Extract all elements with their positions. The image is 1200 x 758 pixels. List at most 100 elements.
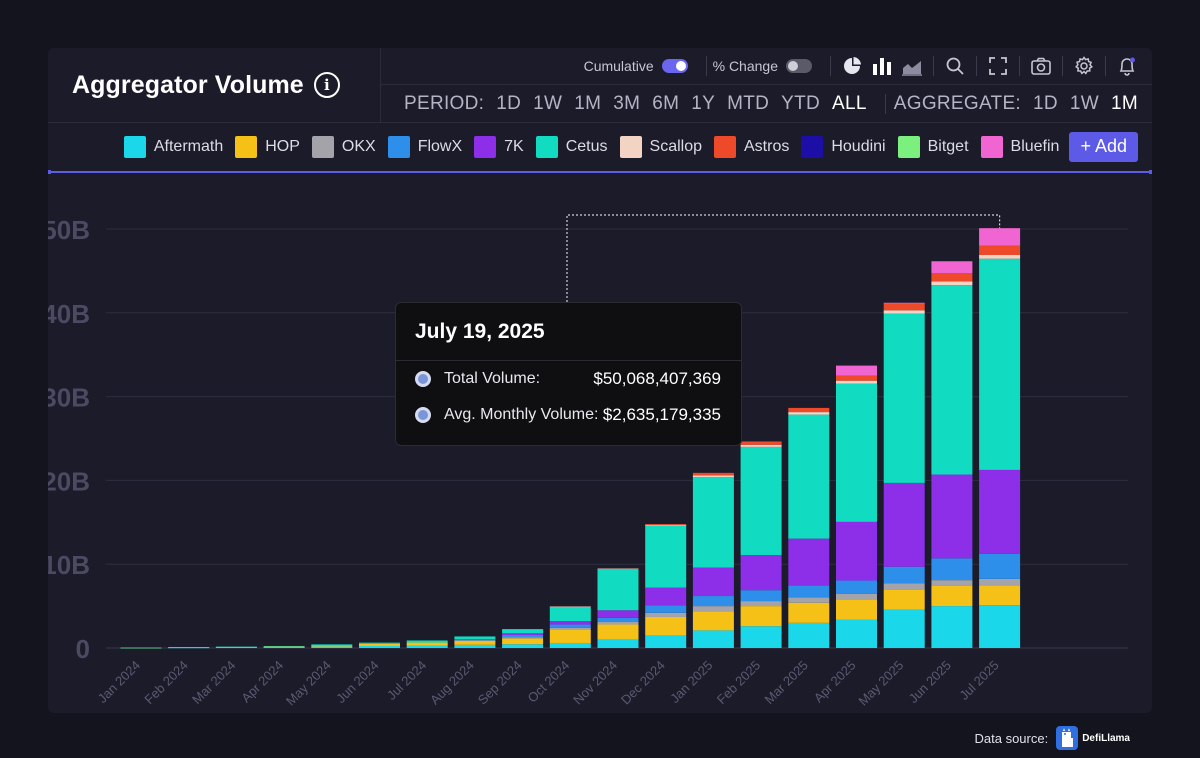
legend-item-astros[interactable]: Astros xyxy=(714,135,790,158)
bar-segment-flowx xyxy=(836,580,877,594)
legend-item-okx[interactable]: OKX xyxy=(311,135,376,158)
bar-segment-scallop xyxy=(836,380,877,384)
x-tick-label: Jun 2024 xyxy=(333,658,381,706)
bar-segment-astros xyxy=(788,407,830,413)
bar-segment-bluefin xyxy=(931,261,973,273)
bar-segment-aftermath xyxy=(502,644,544,648)
bar-segment-7k xyxy=(549,621,591,625)
bar-segment-cetus xyxy=(740,446,782,555)
cumulative-toggle[interactable] xyxy=(661,59,688,73)
bar-segment-bluefin xyxy=(883,302,925,304)
bar-segment-scallop xyxy=(883,310,925,314)
bar-segment-aftermath xyxy=(836,619,877,648)
legend-item-cetus[interactable]: Cetus xyxy=(535,135,608,158)
bar-segment-hop xyxy=(836,599,877,620)
bar-segment-okx xyxy=(883,583,925,590)
bar-segment-cetus xyxy=(454,636,496,640)
bar-segment-okx xyxy=(597,622,639,625)
period-option-1m[interactable]: 1M xyxy=(574,92,602,114)
legend-item-flowx[interactable]: FlowX xyxy=(387,135,462,158)
bar-segment-bluefin xyxy=(979,228,1021,246)
x-tick-label: May 2025 xyxy=(855,658,906,709)
bar-segment-cetus xyxy=(120,647,162,649)
period-label: PERIOD: xyxy=(404,92,485,114)
legend-label: Astros xyxy=(744,137,790,155)
tooltip-label: Total Volume: xyxy=(444,370,541,387)
x-tick-label: Dec 2024 xyxy=(618,658,668,708)
period-option-6m[interactable]: 6M xyxy=(652,92,680,114)
period-option-mtd[interactable]: MTD xyxy=(727,92,770,114)
bar-segment-okx xyxy=(788,597,830,603)
bar-segment-aftermath xyxy=(788,622,830,648)
area-chart-icon[interactable] xyxy=(897,51,927,81)
bar-segment-cetus xyxy=(597,569,639,611)
aggregate-option-1d[interactable]: 1D xyxy=(1033,92,1058,114)
legend-label: OKX xyxy=(341,137,376,155)
fullscreen-icon[interactable] xyxy=(983,51,1013,81)
legend-item-aftermath[interactable]: Aftermath xyxy=(123,135,223,158)
legend-swatch xyxy=(980,135,1003,158)
legend-label: Scallop xyxy=(649,137,702,155)
x-tick-label: Oct 2024 xyxy=(525,658,573,706)
legend-item-7k[interactable]: 7K xyxy=(474,135,524,158)
x-tick-label: Mar 2024 xyxy=(189,658,238,707)
bell-icon[interactable] xyxy=(1112,51,1142,81)
bar-segment-okx xyxy=(740,601,782,607)
legend-swatch xyxy=(123,135,146,158)
tooltip: July 19, 2025 Total Volume: $50,068,407,… xyxy=(395,302,742,446)
bar-segment-scallop xyxy=(740,444,782,447)
info-icon[interactable]: i xyxy=(313,72,340,98)
bar-chart-icon[interactable] xyxy=(867,51,897,81)
period-option-1d[interactable]: 1D xyxy=(496,92,522,114)
bar-segment-7k xyxy=(740,554,782,591)
x-tick-label: Mar 2025 xyxy=(761,658,810,707)
pie-chart-icon[interactable] xyxy=(837,51,867,81)
bar-segment-aftermath xyxy=(454,644,496,648)
tooltip-row-avg: Avg. Monthly Volume: $2,635,179,335 xyxy=(396,397,741,433)
tooltip-value: $2,635,179,335 xyxy=(602,405,721,424)
bar-segment-scallop xyxy=(597,568,639,570)
bar-segment-hop xyxy=(740,606,782,627)
bar-segment-okx xyxy=(645,612,687,617)
legend-item-hop[interactable]: HOP xyxy=(235,135,300,158)
bar-segment-cetus xyxy=(311,644,353,646)
bar-segment-7k xyxy=(645,587,687,606)
y-tick-label: 20B xyxy=(48,466,90,496)
tooltip-dot-icon xyxy=(415,407,431,423)
bar-segment-hop xyxy=(979,585,1021,606)
y-tick-label: 10B xyxy=(48,550,90,580)
legend-label: Bitget xyxy=(927,137,969,155)
bar-segment-cetus xyxy=(406,640,448,643)
x-tick-label: Apr 2024 xyxy=(238,658,286,706)
period-option-all[interactable]: ALL xyxy=(832,92,867,114)
aggregate-option-1m[interactable]: 1M xyxy=(1111,92,1138,114)
legend-item-scallop[interactable]: Scallop xyxy=(619,135,702,158)
bar-segment-cetus xyxy=(215,646,257,648)
bar-segment-hop xyxy=(597,624,639,640)
bar-segment-7k xyxy=(502,633,544,636)
add-button[interactable]: + Add xyxy=(1069,131,1138,162)
bar-segment-flowx xyxy=(740,590,782,602)
x-tick-label: Aug 2024 xyxy=(427,658,477,708)
change-toggle[interactable] xyxy=(786,59,812,73)
search-icon[interactable] xyxy=(940,51,970,81)
settings-gear-icon[interactable] xyxy=(1069,51,1099,81)
camera-icon[interactable] xyxy=(1026,51,1056,81)
period-option-3m[interactable]: 3M xyxy=(613,92,641,114)
bar-segment-cetus xyxy=(359,642,400,644)
bar-segment-cetus xyxy=(645,525,687,588)
data-source-label: Data source: xyxy=(974,730,1049,746)
accent-divider xyxy=(48,170,1152,174)
aggregate-option-1w[interactable]: 1W xyxy=(1069,92,1099,114)
bar-segment-7k xyxy=(597,610,639,618)
bar-segment-okx xyxy=(692,606,734,612)
legend-item-bluefin[interactable]: Bluefin xyxy=(980,135,1059,158)
period-option-1y[interactable]: 1Y xyxy=(691,92,716,114)
bar-segment-aftermath xyxy=(549,642,591,648)
legend-item-bitget[interactable]: Bitget xyxy=(897,135,969,158)
bar-segment-okx xyxy=(836,593,877,600)
legend-item-houdini[interactable]: Houdini xyxy=(801,135,886,158)
period-option-ytd[interactable]: YTD xyxy=(781,92,821,114)
period-option-1w[interactable]: 1W xyxy=(533,92,563,114)
